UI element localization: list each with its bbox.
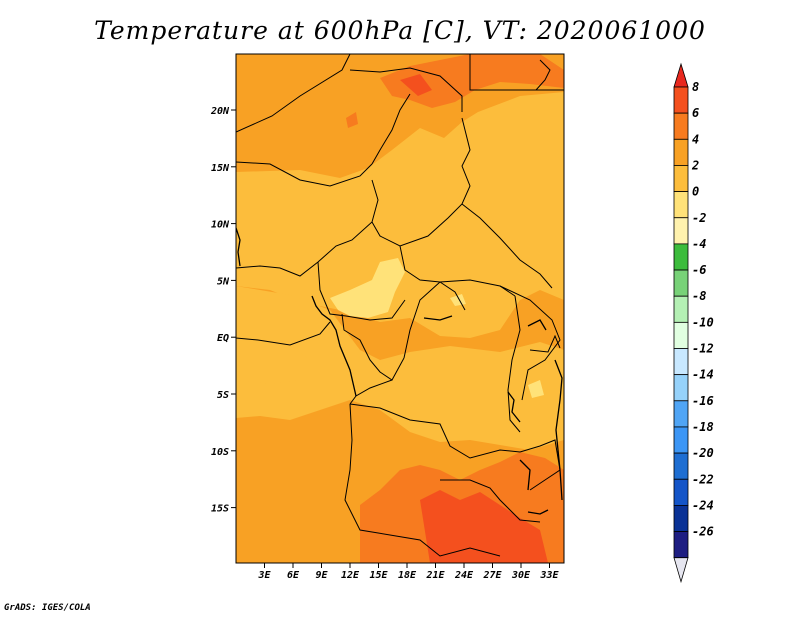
lat-tick-label: 15S [211,504,229,515]
colorbar: 8 6 4 2 0 -2 -4 -6 -8 -10 -12 -14 -16 -18 -20 -22 -24 -26 [673,62,714,584]
lon-tick-label: 33E [539,570,559,581]
field-0-to-2-central [236,286,564,450]
colorbar-label: -14 [692,368,714,382]
lat-tick-label: 10N [211,220,230,231]
colorbar-box [673,400,689,428]
lat-tick-label: 5S [217,390,229,401]
colorbar-label: -10 [692,315,714,329]
lon-tick-label: 21E [425,570,445,581]
colorbar-box [673,217,689,245]
colorbar-label: -6 [692,263,706,277]
lon-tick-label: 27E [482,570,502,581]
colorbar-label: -22 [692,472,714,486]
colorbar-label: 4 [692,132,699,146]
footer-credit: GrADS: IGES/COLA [4,603,91,613]
colorbar-max-triangle [673,62,689,88]
colorbar-box [673,86,689,114]
field-minus2-to-0 [330,258,405,318]
field-0-to-2-north [236,92,564,338]
lon-tick-label: 3E [257,570,271,581]
colorbar-box [673,426,689,454]
colorbar-box [673,504,689,532]
colorbar-label: -26 [692,525,714,539]
lon-tick-label: 6E [287,570,300,581]
colorbar-min-triangle [673,557,689,584]
colorbar-box [673,243,689,271]
colorbar-label: -24 [692,498,714,512]
latitude-axis: 20N 15N 10N 5N EQ 5S 10S 15S [210,106,236,515]
colorbar-box [673,295,689,323]
field-0-to-2-west [236,330,310,384]
chart-title: Temperature at 600hPa [C], VT: 202006100… [94,16,706,45]
colorbar-label: 8 [692,80,699,94]
colorbar-label: -16 [692,394,714,408]
lon-tick-label: 9E [315,570,328,581]
lakes-and-coast [236,227,563,515]
colorbar-label: 6 [692,106,699,120]
field-6-to-8-north [400,74,432,96]
colorbar-box [673,478,689,506]
colorbar-box [673,348,689,376]
lon-tick-label: 30E [511,570,531,581]
colorbar-box [673,112,689,140]
lat-tick-label: 5N [217,276,230,287]
field-4-to-6-north [380,54,564,108]
lat-tick-label: 15N [211,163,230,174]
colorbar-label: -18 [692,420,714,434]
colorbar-label: -2 [692,211,706,225]
lat-tick-label: EQ [217,333,229,344]
colorbar-label: -20 [692,446,714,460]
colorbar-label: -4 [692,237,706,251]
colorbar-box [673,191,689,219]
lat-tick-label: 10S [211,447,229,458]
colorbar-label: 0 [692,185,699,199]
colorbar-box [673,138,689,166]
lat-tick-label: 20N [210,106,230,117]
lon-tick-label: 12E [341,570,360,581]
country-borders [236,54,564,557]
field-minus2-to-0-small [450,294,544,398]
colorbar-box [673,374,689,402]
lon-tick-label: 15E [369,570,388,581]
temperature-field [236,54,564,563]
colorbar-box [673,269,689,297]
colorbar-box [673,321,689,349]
longitude-axis: 3E 6E 9E 12E 15E 18E 21E 24E 27E 30E 33E [257,563,560,581]
colorbar-box [673,452,689,480]
lon-tick-label: 18E [398,570,417,581]
colorbar-box [673,165,689,192]
lon-tick-label: 24E [454,570,474,581]
colorbar-box [673,531,689,559]
field-4-to-6-north-small [346,112,358,128]
colorbar-label: -12 [692,342,714,356]
colorbar-label: -8 [692,289,706,303]
field-6-to-8-south [420,490,548,563]
colorbar-label: 2 [691,158,699,172]
map-frame [235,53,565,564]
